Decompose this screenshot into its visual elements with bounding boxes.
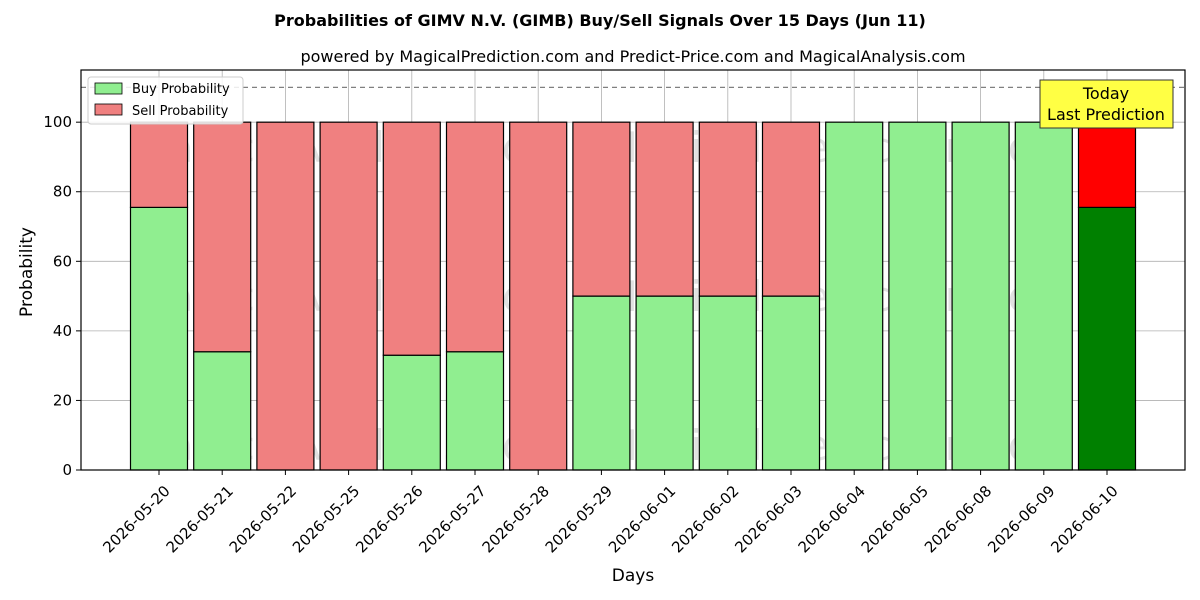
bar-buy-2026-06-04 xyxy=(825,121,884,471)
bar-sell-2026-05-26 xyxy=(382,121,441,356)
y-axis-ticks: 0 20 40 60 80 100 xyxy=(43,113,81,479)
x-tick-label: 2026-06-02 xyxy=(668,482,742,556)
legend-swatch-sell xyxy=(94,103,123,116)
chart-subtitle: powered by MagicalPrediction.com and Pre… xyxy=(300,47,965,66)
x-tick-label: 2026-06-08 xyxy=(921,482,995,556)
y-tick-label: 20 xyxy=(53,391,72,409)
x-tick-label: 2026-05-26 xyxy=(352,482,426,556)
annotation-last-prediction: Last Prediction xyxy=(1047,105,1165,124)
x-tick-label: 2026-05-21 xyxy=(163,482,237,556)
y-axis-label: Probability xyxy=(17,227,37,317)
legend-box xyxy=(87,76,244,125)
bar-sell-2026-05-27 xyxy=(445,121,505,353)
bar-sell-2026-05-29 xyxy=(572,121,631,297)
x-axis-label: Days xyxy=(612,566,655,586)
legend-swatch-buy xyxy=(94,82,123,95)
x-tick-label: 2026-06-03 xyxy=(731,482,805,556)
y-tick-label: 100 xyxy=(43,113,72,131)
bar-buy-2026-06-03 xyxy=(761,295,821,471)
x-axis-ticks: 2026-05-202026-05-212026-05-222026-05-25… xyxy=(99,470,1122,556)
y-tick-label: 40 xyxy=(53,322,72,340)
today-annotation: Today Last Prediction xyxy=(1039,79,1174,129)
bar-buy-2026-06-05 xyxy=(888,121,947,471)
y-tick-label: 80 xyxy=(53,183,72,201)
bar-buy-2026-06-02 xyxy=(698,295,757,471)
x-tick-label: 2026-05-22 xyxy=(226,482,300,556)
legend: Buy Probability Sell Probability xyxy=(87,76,244,125)
chart-title: Probabilities of GIMV N.V. (GIMB) Buy/Se… xyxy=(274,11,926,30)
x-tick-label: 2026-05-25 xyxy=(289,482,363,556)
bar-buy-2026-05-29 xyxy=(572,295,631,471)
x-tick-label: 2026-06-01 xyxy=(605,482,679,556)
bar-sell-2026-06-02 xyxy=(698,121,757,297)
x-tick-label: 2026-05-20 xyxy=(99,482,173,556)
y-tick-label: 60 xyxy=(53,252,72,270)
bar-buy-2026-06-09 xyxy=(1014,121,1073,471)
x-tick-label: 2026-05-29 xyxy=(542,482,616,556)
bars-layer xyxy=(129,121,1137,471)
plot-frame xyxy=(80,69,1186,471)
bar-buy-2026-06-08 xyxy=(951,121,1010,471)
x-tick-label: 2026-05-28 xyxy=(479,482,553,556)
bar-sell-2026-06-03 xyxy=(761,121,821,297)
bar-buy-2026-05-21 xyxy=(193,351,252,471)
bar-buy-2026-06-01 xyxy=(635,295,694,471)
bar-sell-2026-06-01 xyxy=(635,121,694,297)
annotation-today: Today xyxy=(1082,84,1129,103)
bar-sell-2026-05-25 xyxy=(319,121,378,471)
bar-sell-2026-05-20 xyxy=(129,121,189,208)
bar-buy-2026-05-20 xyxy=(129,206,189,471)
x-tick-label: 2026-05-27 xyxy=(415,482,489,556)
x-tick-label: 2026-06-04 xyxy=(795,482,869,556)
legend-label-sell: Sell Probability xyxy=(132,104,229,119)
bar-sell-2026-05-21 xyxy=(193,121,252,353)
x-tick-label: 2026-06-10 xyxy=(1047,482,1121,556)
y-tick-label: 0 xyxy=(62,461,72,479)
bar-sell-2026-06-10 xyxy=(1077,121,1137,208)
annotation-box xyxy=(1039,79,1174,129)
bar-sell-2026-05-22 xyxy=(256,121,315,471)
axes xyxy=(80,69,1186,471)
x-tick-label: 2026-06-05 xyxy=(858,482,932,556)
bar-buy-2026-05-27 xyxy=(445,351,505,471)
bar-buy-2026-06-10 xyxy=(1077,206,1137,471)
legend-label-buy: Buy Probability xyxy=(132,82,230,97)
bar-buy-2026-05-26 xyxy=(382,354,441,471)
x-tick-label: 2026-06-09 xyxy=(984,482,1058,556)
bar-sell-2026-05-28 xyxy=(509,121,568,471)
